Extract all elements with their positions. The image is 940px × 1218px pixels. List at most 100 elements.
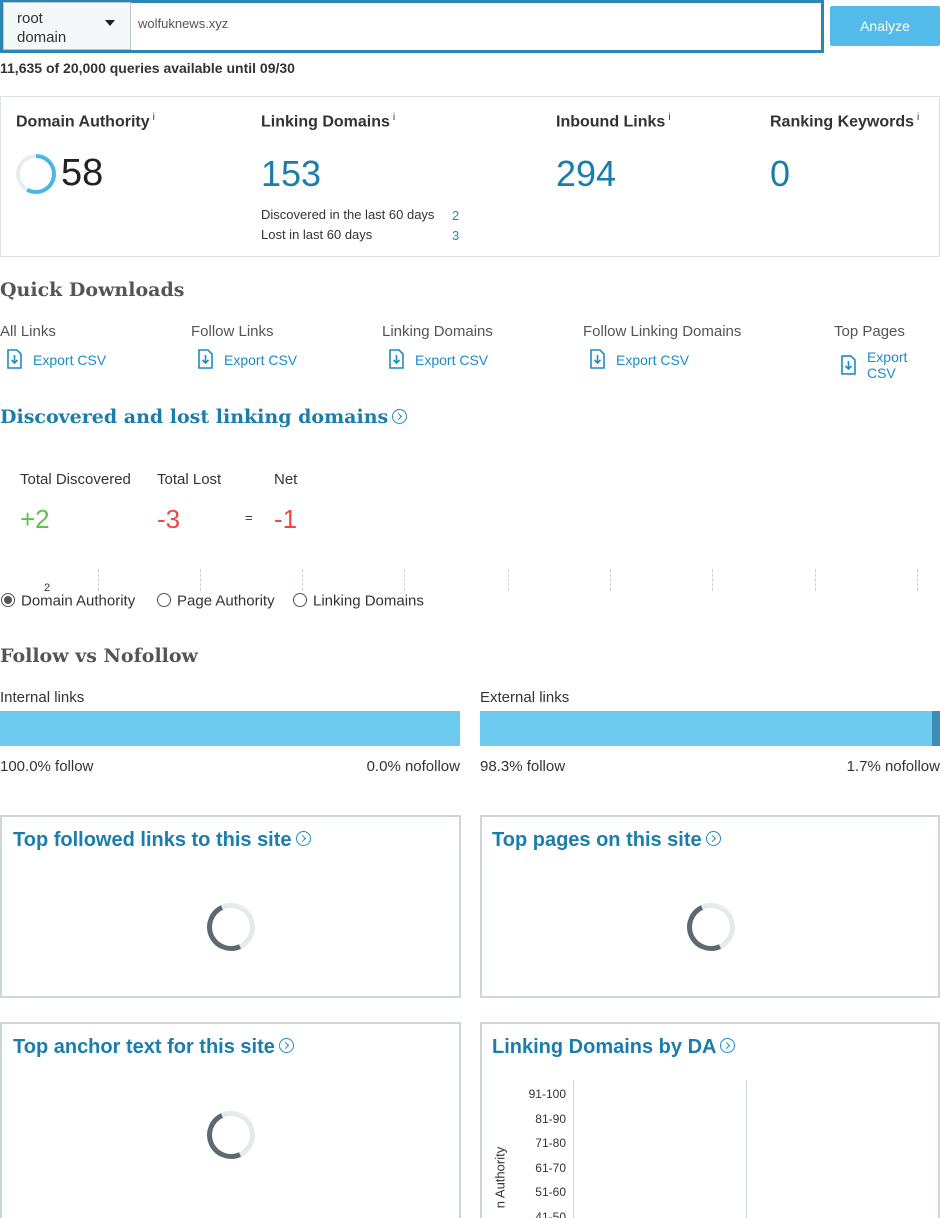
ranking-keywords-label: Ranking Keywords i bbox=[770, 112, 920, 131]
download-label-follow-links: Follow Links bbox=[191, 323, 274, 340]
chart-gridline bbox=[917, 569, 918, 591]
download-label-follow-linking-domains: Follow Linking Domains bbox=[583, 323, 742, 340]
discovered-lost-title[interactable]: Discovered and lost linking domains bbox=[0, 406, 408, 428]
da-chart-ylabel: n Authority bbox=[492, 1146, 508, 1209]
download-label-top-pages: Top Pages bbox=[834, 323, 905, 340]
radio-domain-authority[interactable]: Domain Authority bbox=[1, 592, 135, 610]
download-label-all-links: All Links bbox=[0, 323, 56, 340]
da-chart-tick-label: 51-60 bbox=[535, 1185, 566, 1200]
chart-gridline bbox=[815, 569, 816, 591]
analyze-button[interactable]: Analyze bbox=[830, 6, 940, 46]
lost-60-days-value[interactable]: 3 bbox=[452, 228, 460, 243]
linking-domains-label: Linking Domains i bbox=[261, 112, 396, 131]
da-chart-tick-label: 41-50 bbox=[535, 1210, 566, 1218]
top-pages-title[interactable]: Top pages on this site bbox=[492, 829, 721, 852]
download-file-icon bbox=[590, 349, 605, 369]
da-chart-tick-label: 91-100 bbox=[528, 1087, 566, 1101]
external-nofollow-fill bbox=[932, 711, 940, 746]
domain-authority-label: Domain Authority i bbox=[16, 112, 155, 131]
info-icon[interactable]: i bbox=[152, 112, 155, 123]
chart-gridline bbox=[98, 569, 99, 591]
da-chart-tick-label: 61-70 bbox=[535, 1160, 566, 1175]
loading-spinner-icon bbox=[680, 896, 742, 958]
inbound-links-value: 294 bbox=[556, 153, 617, 194]
total-lost-label: Total Lost bbox=[157, 471, 222, 488]
radio-button-icon[interactable] bbox=[293, 592, 307, 607]
chevron-right-circle-icon[interactable] bbox=[720, 1038, 736, 1054]
chevron-right-circle-icon[interactable] bbox=[295, 831, 311, 847]
chart-gridline bbox=[508, 569, 509, 591]
export-csv-linking-domains[interactable]: Export CSV bbox=[388, 349, 488, 370]
chart-gridline bbox=[712, 569, 713, 591]
loading-spinner-icon bbox=[200, 1104, 262, 1166]
scope-line-2: domain bbox=[17, 29, 67, 46]
chevron-right-circle-icon[interactable] bbox=[392, 408, 408, 424]
internal-links-label: Internal links bbox=[0, 689, 85, 706]
external-follow-text: 98.3% follow bbox=[480, 758, 566, 775]
da-chart-tick-label: 81-90 bbox=[535, 1111, 566, 1126]
scope-dropdown[interactable]: root domain bbox=[3, 2, 131, 50]
external-links-label: External links bbox=[480, 689, 570, 706]
chevron-right-circle-icon[interactable] bbox=[705, 831, 721, 847]
download-file-icon bbox=[198, 349, 213, 369]
export-csv-follow-linking-domains[interactable]: Export CSV bbox=[589, 349, 689, 370]
info-icon[interactable]: i bbox=[917, 112, 920, 123]
da-chart-gridline bbox=[746, 1081, 747, 1218]
top-followed-links-title[interactable]: Top followed links to this site bbox=[13, 829, 311, 852]
download-file-icon bbox=[7, 349, 22, 369]
linking-domains-value: 153 bbox=[261, 153, 322, 194]
chart-gridline bbox=[200, 569, 201, 591]
info-icon[interactable]: i bbox=[668, 112, 671, 123]
da-chart-tick-label: 71-80 bbox=[535, 1136, 566, 1151]
caret-down-icon[interactable] bbox=[105, 20, 115, 26]
chevron-right-circle-icon[interactable] bbox=[278, 1038, 294, 1054]
loading-spinner-icon bbox=[200, 896, 262, 958]
internal-links-bar bbox=[0, 711, 460, 746]
internal-follow-fill bbox=[0, 711, 460, 746]
external-follow-fill bbox=[480, 711, 932, 746]
linking-domains-by-da-title[interactable]: Linking Domains by DA bbox=[492, 1036, 736, 1059]
chart-gridline bbox=[404, 569, 405, 591]
total-discovered-label: Total Discovered bbox=[20, 471, 131, 488]
total-discovered-value: +2 bbox=[20, 504, 50, 534]
export-csv-all-links[interactable]: Export CSV bbox=[6, 349, 106, 370]
chart-gridline bbox=[302, 569, 303, 591]
radio-button-icon[interactable] bbox=[1, 592, 15, 607]
discovered-60-days-label: Discovered in the last 60 days bbox=[261, 207, 435, 222]
export-csv-top-pages[interactable]: Export CSV bbox=[840, 349, 940, 381]
equals-sign: = bbox=[245, 510, 253, 525]
radio-button-icon[interactable] bbox=[157, 592, 171, 607]
quick-downloads-title: Quick Downloads bbox=[0, 279, 185, 301]
net-value: -1 bbox=[274, 504, 298, 534]
radio-linking-domains[interactable]: Linking Domains bbox=[293, 592, 424, 610]
total-lost-value: -3 bbox=[157, 504, 181, 534]
domain-authority-value: 58 bbox=[61, 152, 104, 194]
top-followed-links-panel: Top followed links to this site bbox=[0, 815, 461, 998]
chart-axis-stub-label: 2 bbox=[44, 582, 51, 594]
domain-search-input[interactable] bbox=[138, 12, 738, 34]
ranking-keywords-value: 0 bbox=[770, 153, 791, 194]
top-pages-panel: Top pages on this site bbox=[480, 815, 940, 998]
download-file-icon bbox=[389, 349, 404, 369]
lost-60-days-label: Lost in last 60 days bbox=[261, 227, 373, 242]
inbound-links-label: Inbound Links i bbox=[556, 112, 671, 131]
external-nofollow-text: 1.7% nofollow bbox=[846, 758, 940, 775]
query-quota-text: 11,635 of 20,000 queries available until… bbox=[0, 60, 295, 76]
radio-page-authority[interactable]: Page Authority bbox=[157, 592, 275, 610]
linking-domains-by-da-panel: Linking Domains by DA n Authority 91-100… bbox=[480, 1022, 940, 1218]
discovered-60-days-value[interactable]: 2 bbox=[452, 208, 460, 223]
scope-line-1: root bbox=[17, 10, 43, 27]
net-label: Net bbox=[274, 471, 298, 488]
export-csv-follow-links[interactable]: Export CSV bbox=[197, 349, 297, 370]
top-anchor-text-panel: Top anchor text for this site bbox=[0, 1022, 461, 1218]
internal-follow-text: 100.0% follow bbox=[0, 758, 94, 775]
da-chart-y-axis bbox=[573, 1081, 574, 1218]
chart-gridline bbox=[610, 569, 611, 591]
internal-nofollow-text: 0.0% nofollow bbox=[366, 758, 460, 775]
external-links-bar bbox=[480, 711, 940, 746]
download-label-linking-domains: Linking Domains bbox=[382, 323, 493, 340]
info-icon[interactable]: i bbox=[392, 112, 396, 123]
domain-authority-gauge bbox=[16, 154, 56, 194]
follow-nofollow-title: Follow vs Nofollow bbox=[0, 645, 198, 667]
top-anchor-text-title[interactable]: Top anchor text for this site bbox=[13, 1036, 294, 1059]
